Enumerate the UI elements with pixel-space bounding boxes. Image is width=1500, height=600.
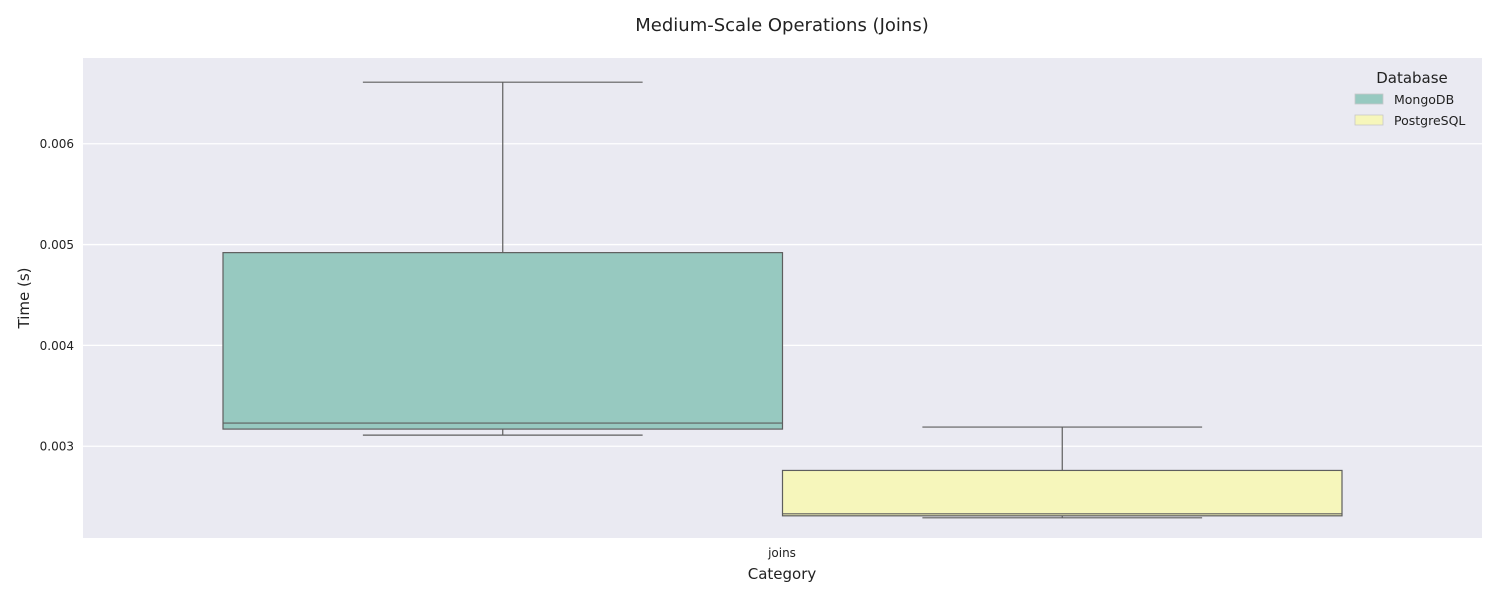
legend-label-postgresql: PostgreSQL	[1394, 113, 1465, 128]
box-mongodb	[222, 81, 784, 436]
box-iqr	[222, 252, 784, 430]
x-axis-label: Category	[748, 565, 817, 583]
y-axis: 0.003 0.004 0.005 0.006	[40, 137, 74, 454]
legend-swatch-postgresql	[1354, 114, 1384, 126]
chart-title: Medium-Scale Operations (Joins)	[635, 15, 928, 36]
legend-swatch-mongodb	[1354, 93, 1384, 105]
y-tick-label: 0.004	[40, 339, 74, 353]
box-postgresql	[781, 426, 1343, 519]
legend-title: Database	[1376, 69, 1448, 87]
y-tick-label: 0.005	[40, 238, 74, 252]
legend-label-mongodb: MongoDB	[1394, 92, 1454, 107]
box-iqr	[781, 469, 1343, 517]
x-tick-label: joins	[767, 546, 796, 560]
legend: Database MongoDB PostgreSQL	[1354, 69, 1465, 128]
box-series	[222, 81, 1343, 519]
y-tick-label: 0.003	[40, 440, 74, 454]
y-tick-label: 0.006	[40, 137, 74, 151]
y-axis-label: Time (s)	[15, 268, 33, 330]
